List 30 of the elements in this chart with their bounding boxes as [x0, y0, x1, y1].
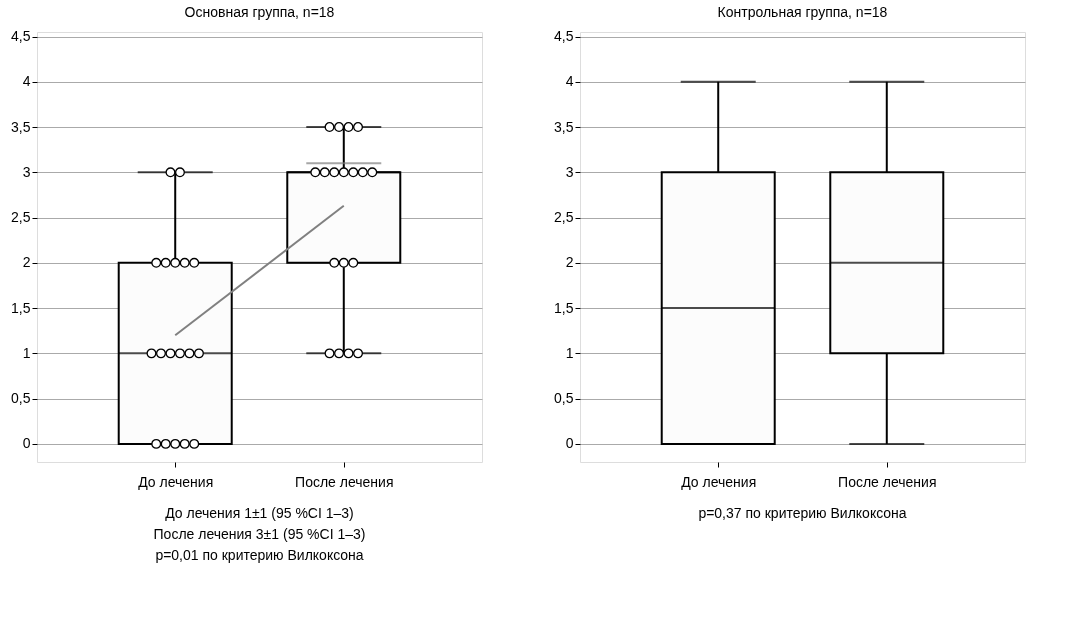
y-tick-label: 4,5: [554, 28, 574, 45]
text: p=0,01 по критерию Вилкоксона: [155, 547, 364, 563]
y-tick-label: 2,5: [554, 209, 574, 226]
y-tick-label: 1,5: [11, 299, 31, 316]
y-tick-label: 0: [22, 435, 31, 452]
y-tick-label: 0,5: [11, 390, 31, 407]
y-tick-label: 3: [22, 163, 31, 180]
y-tick-label: 4: [22, 73, 31, 90]
y-tick-label: 2: [565, 254, 574, 271]
text: После лечения 3±1 (95 %CI 1–3): [153, 526, 366, 542]
chart-title: Основная группа, n=18: [184, 3, 335, 20]
y-tick-label: 0: [565, 435, 574, 452]
chart-title: Контрольная группа, n=18: [717, 3, 888, 20]
y-tick-label: 4: [565, 73, 574, 90]
y-tick-label: 1: [565, 344, 574, 361]
x-tick-label: До лечения: [681, 473, 757, 490]
y-tick-label: 0,5: [554, 390, 574, 407]
x-tick-label: После лечения: [838, 473, 937, 490]
y-tick-label: 4,5: [11, 28, 31, 45]
y-tick-label: 3,5: [11, 118, 31, 135]
x-tick-label: После лечения: [295, 473, 394, 490]
y-tick-label: 1: [22, 344, 31, 361]
y-tick-label: 1,5: [554, 299, 574, 316]
y-tick-label: 2,5: [11, 209, 31, 226]
y-tick-label: 2: [22, 254, 31, 271]
text: p=0,37 по критерию Вилкоксона: [698, 505, 907, 521]
text: До лечения 1±1 (95 %CI 1–3): [165, 505, 354, 521]
x-tick-label: До лечения: [138, 473, 214, 490]
y-tick-label: 3: [565, 163, 574, 180]
y-tick-label: 3,5: [554, 118, 574, 135]
